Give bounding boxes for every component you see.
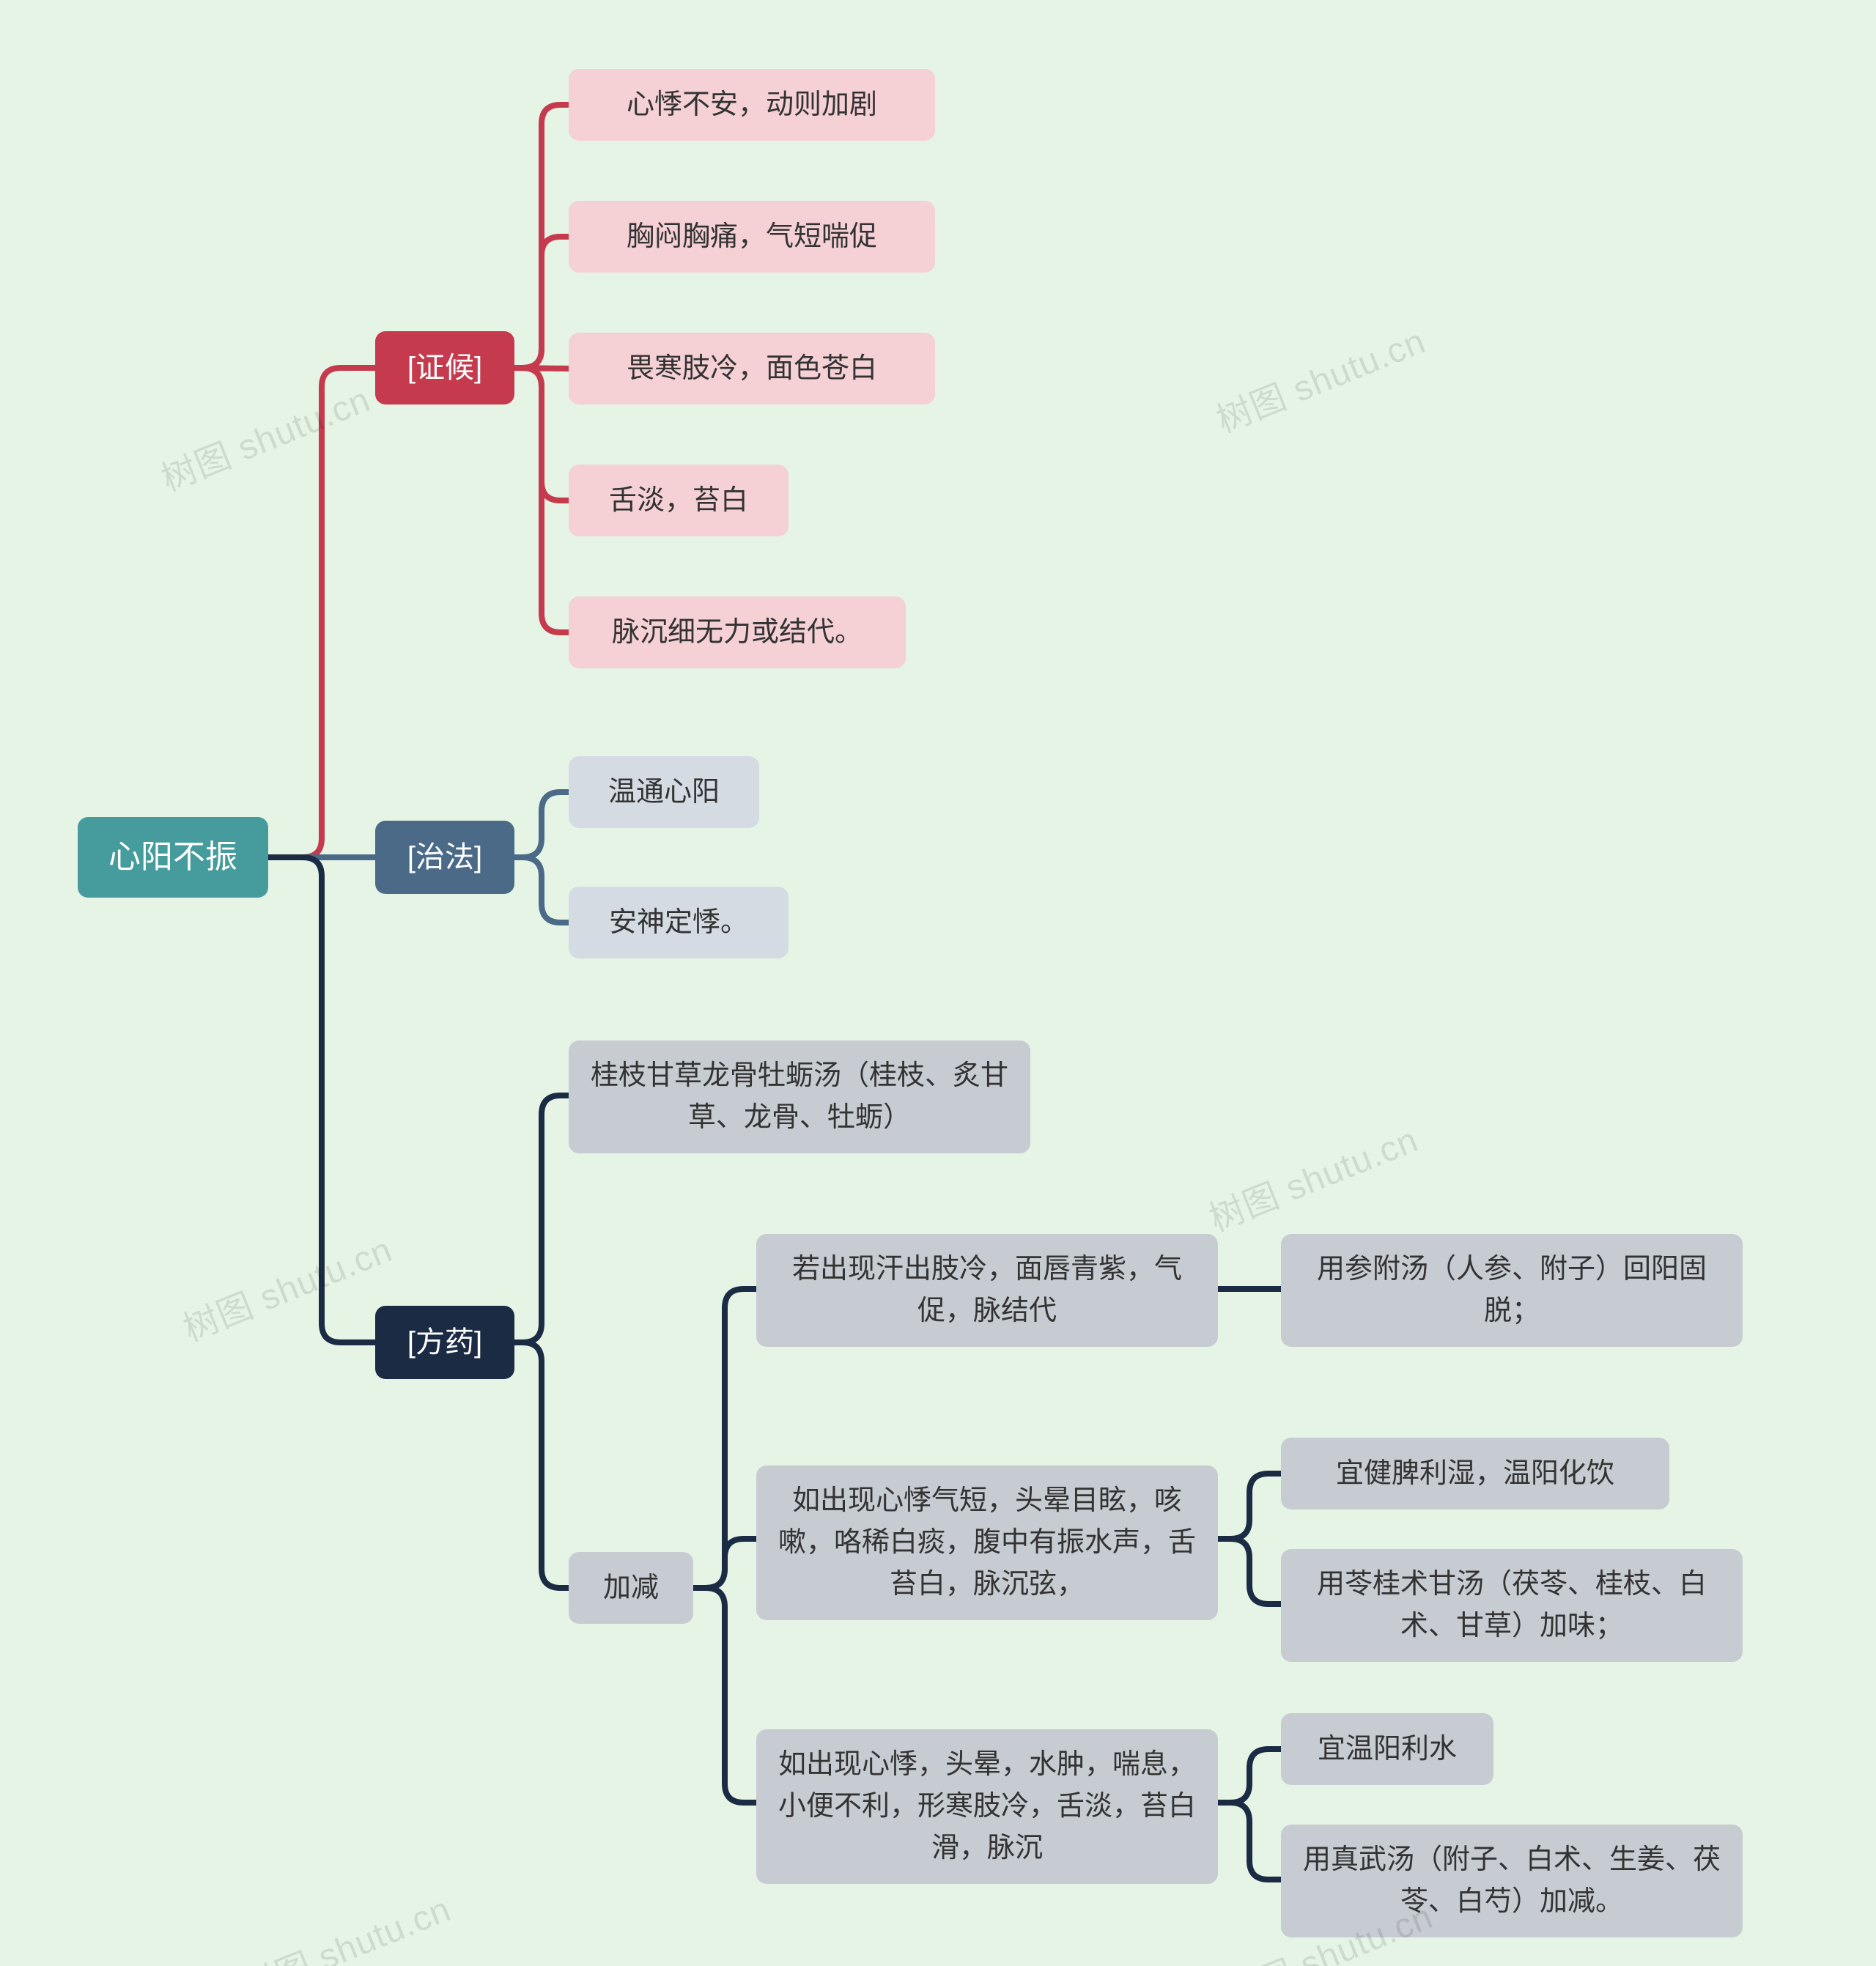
connector: [1218, 1803, 1281, 1880]
connector: [693, 1289, 756, 1588]
connector: [1218, 1539, 1281, 1604]
connector: [1218, 1474, 1281, 1539]
node-c3: 如出现心悸，头晕，水肿，喘息，小便不利，形寒肢冷，舌淡，苔白滑，脉沉: [756, 1729, 1218, 1884]
node-c2: 如出现心悸气短，头晕目眩，咳嗽，咯稀白痰，腹中有振水声，舌苔白，脉沉弦，: [756, 1466, 1218, 1620]
connector: [693, 1539, 756, 1588]
node-c2b: 用苓桂术甘汤（茯苓、桂枝、白术、甘草）加味；: [1281, 1549, 1743, 1662]
connector: [514, 237, 569, 368]
node-c3b: 用真武汤（附子、白术、生姜、茯苓、白芍）加减。: [1281, 1825, 1743, 1937]
connector: [268, 368, 375, 857]
node-c1: 若出现汗出肢冷，面唇青紫，气促，脉结代: [756, 1234, 1218, 1347]
node-b3a: 桂枝甘草龙骨牡蛎汤（桂枝、炙甘草、龙骨、牡蛎）: [569, 1041, 1030, 1153]
node-c3a: 宜温阳利水: [1281, 1713, 1493, 1785]
node-root: 心阳不振: [78, 817, 268, 898]
node-c2a: 宜健脾利湿，温阳化饮: [1281, 1438, 1669, 1509]
node-b1c: 畏寒肢冷，面色苍白: [569, 333, 935, 404]
connector: [514, 857, 569, 923]
connector: [514, 792, 569, 857]
connector: [514, 1095, 569, 1342]
node-b2a: 温通心阳: [569, 756, 759, 828]
connector-layer: [0, 0, 1876, 1966]
node-b2: [治法]: [375, 821, 514, 894]
node-b1d: 舌淡，苔白: [569, 465, 789, 536]
node-c1a: 用参附汤（人参、附子）回阳固脱；: [1281, 1234, 1743, 1347]
node-b3: [方药]: [375, 1306, 514, 1379]
connector: [1218, 1749, 1281, 1803]
node-b1b: 胸闷胸痛，气短喘促: [569, 201, 935, 273]
node-b2b: 安神定悸。: [569, 887, 789, 958]
node-b3b: 加减: [569, 1552, 693, 1624]
connector: [268, 857, 375, 1342]
connector: [514, 1342, 569, 1588]
node-b1a: 心悸不安，动则加剧: [569, 69, 935, 141]
connector: [693, 1588, 756, 1803]
node-b1: [证候]: [375, 331, 514, 404]
node-b1e: 脉沉细无力或结代。: [569, 596, 906, 668]
